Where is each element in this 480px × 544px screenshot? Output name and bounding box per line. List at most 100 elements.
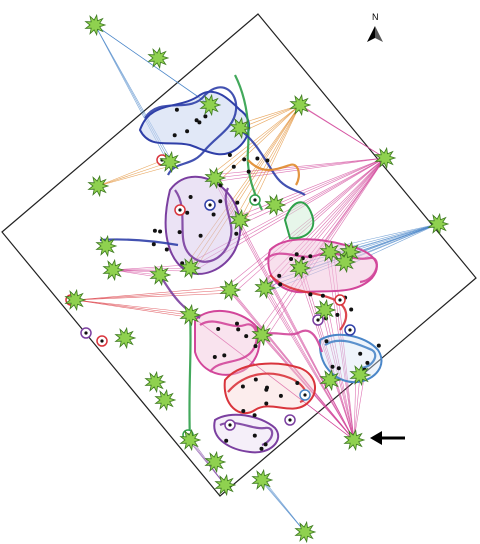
star-node-icon [87, 174, 110, 198]
star-node-icon [84, 13, 107, 37]
location-dot [278, 393, 283, 398]
connection-line [112, 264, 187, 271]
connection-line [97, 164, 175, 187]
location-dot [253, 377, 258, 382]
star-node-icon [179, 303, 202, 327]
location-dot [235, 321, 239, 326]
star-node-icon [144, 370, 167, 394]
movement-track [324, 339, 377, 370]
study-area-frame [1, 13, 477, 497]
location-dot [158, 229, 163, 234]
star-node-icon [343, 428, 366, 452]
location-dot [335, 312, 340, 317]
location-dot [252, 413, 257, 418]
location-dot [224, 438, 229, 443]
connection-line [218, 157, 386, 182]
location-dot [212, 355, 217, 359]
star-node-icon [204, 450, 227, 474]
connection-line [243, 157, 386, 224]
star-node-icon [114, 326, 137, 350]
cluster-hull-bottom-purple [213, 413, 280, 454]
connection-line [94, 24, 215, 109]
location-dot [264, 401, 269, 406]
connection-line [324, 309, 355, 441]
location-dot [365, 360, 370, 365]
location-dot [236, 327, 241, 332]
connection-line [303, 270, 355, 441]
location-dot [244, 334, 249, 339]
location-dot [164, 247, 169, 252]
star-node-icon [264, 193, 287, 217]
circled-point-center [303, 393, 307, 397]
movement-track [261, 329, 324, 353]
location-dot [255, 156, 260, 161]
location-dot [259, 446, 264, 451]
location-dot [151, 242, 156, 247]
location-dot [358, 351, 363, 356]
location-dot [211, 212, 216, 217]
location-dot [278, 282, 283, 287]
connection-line [74, 286, 227, 301]
location-dot [242, 157, 247, 162]
connection-line [268, 290, 355, 441]
star-nodes [64, 13, 450, 544]
star-node-icon [154, 388, 177, 412]
circled-point-center [338, 298, 342, 302]
location-dot [263, 442, 268, 447]
location-dot [252, 433, 257, 438]
star-node-icon [349, 363, 372, 387]
movement-track [174, 187, 233, 263]
connection-line [218, 104, 301, 182]
location-dot [295, 381, 300, 385]
location-dot [324, 339, 329, 344]
location-dot [152, 228, 157, 233]
location-dot [265, 158, 270, 163]
connection-line [265, 482, 306, 533]
pointer-arrow-icon [370, 431, 405, 445]
location-dot [216, 327, 221, 331]
star-node-icon [229, 116, 252, 140]
connection-line [74, 299, 195, 319]
circled-point-center [288, 418, 292, 422]
connection-line [214, 104, 301, 179]
connection-line [265, 337, 355, 441]
location-dot [218, 199, 223, 204]
movement-track [188, 314, 192, 441]
star-node-icon [319, 240, 342, 264]
star-node-icon [149, 263, 172, 287]
star-node-icon [64, 288, 87, 312]
location-dot [308, 254, 313, 259]
location-dot [241, 409, 246, 413]
star-node-icon [319, 368, 342, 392]
connection-line [74, 292, 235, 301]
location-dot [177, 230, 182, 235]
star-node-icon [334, 250, 357, 274]
connection-line [299, 267, 355, 441]
circled-point-center [178, 208, 182, 212]
north-arrow-icon: N [367, 12, 383, 42]
star-node-icon [214, 473, 237, 497]
connection-line [112, 267, 191, 271]
connection-line [74, 299, 187, 313]
circled-point-center [84, 331, 88, 335]
star-node-icon [199, 93, 222, 117]
circled-point-center [100, 339, 104, 343]
connection-line [239, 157, 386, 221]
cluster-hull-green [283, 201, 315, 240]
star-node-icon [289, 93, 312, 117]
location-dot [172, 133, 177, 138]
location-dot [277, 273, 282, 278]
connection-line [210, 104, 301, 176]
location-dot [376, 343, 381, 348]
location-dot [185, 129, 190, 134]
location-dot [203, 114, 208, 119]
circled-point-center [348, 328, 352, 332]
location-dot [294, 252, 299, 257]
connection-line [243, 104, 301, 132]
circled-point-center [253, 198, 257, 202]
location-dot [336, 366, 341, 371]
circled-point-center [208, 203, 212, 207]
location-dot [198, 233, 203, 238]
location-dot [240, 384, 245, 389]
star-node-icon [229, 208, 252, 232]
